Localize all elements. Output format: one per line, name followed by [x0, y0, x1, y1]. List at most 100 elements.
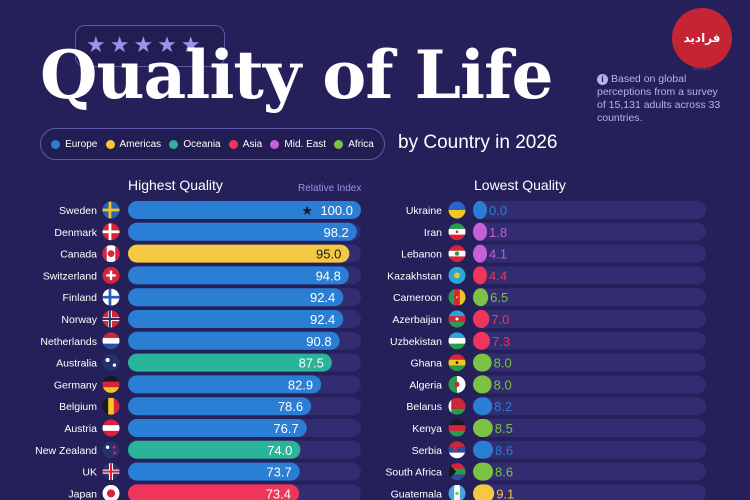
bar-sweden	[128, 201, 361, 219]
country-label-denmark: Denmark	[54, 227, 97, 239]
flag-belgium	[102, 397, 120, 415]
bar-lebanon	[473, 244, 487, 263]
flag-belgium-stripe	[102, 397, 109, 415]
bar-belarus	[473, 397, 493, 416]
value-label-austria: 76.7	[273, 421, 298, 436]
flag-sweden	[102, 201, 120, 219]
flag-new-zealand-emblem	[112, 445, 116, 449]
flag-south-africa	[448, 463, 466, 481]
bar-denmark	[128, 222, 357, 241]
bar-track	[473, 331, 706, 350]
rating-stars-bubble: ★★★★★	[75, 25, 225, 67]
legend-label: Asia	[242, 138, 263, 150]
flag-belgium-stripe	[113, 397, 120, 415]
flag-uzbekistan	[448, 332, 466, 350]
flag-serbia	[448, 441, 466, 459]
bar-iran	[473, 222, 487, 241]
bar-track	[473, 288, 706, 307]
value-label-south-africa: 8.6	[495, 465, 513, 480]
flag-uk	[102, 463, 120, 481]
flag-ghana	[448, 354, 466, 372]
flag-australia-bg	[102, 354, 120, 372]
flag-algeria-stripe	[448, 375, 458, 393]
legend-dot-americas	[105, 139, 115, 149]
country-label-belarus: Belarus	[406, 401, 442, 413]
country-label-cameroon: Cameroon	[393, 292, 442, 304]
bar-serbia	[473, 440, 494, 459]
flag-kenya-emblem	[453, 424, 461, 432]
flag-canada-band	[115, 245, 120, 263]
flag-ukraine	[448, 201, 466, 219]
bar-uzbekistan	[473, 331, 491, 350]
flag-kazakhstan-emblem	[454, 272, 460, 279]
value-label-algeria: 8.0	[494, 377, 512, 392]
flag-uk-band	[109, 463, 113, 481]
flag-cameroon	[448, 288, 466, 306]
bar-norway	[128, 310, 344, 328]
bar-kenya	[473, 419, 493, 437]
value-label-australia: 87.5	[299, 356, 324, 371]
flag-uzbekistan-stripe	[448, 343, 466, 350]
value-label-kenya: 8.5	[495, 421, 513, 436]
flag-south-africa-stripe	[448, 463, 466, 470]
country-label-germany: Germany	[54, 379, 98, 391]
legend-dot-oceania	[169, 139, 179, 149]
flag-ghana-emblem	[455, 361, 459, 364]
flag-switzerland	[102, 266, 120, 284]
country-label-canada: Canada	[60, 249, 97, 261]
flag-canada-band	[102, 245, 107, 263]
lowest-quality-title: Lowest Quality	[474, 177, 566, 193]
country-label-austria: Austria	[64, 423, 97, 435]
country-label-ghana: Ghana	[410, 358, 442, 370]
flag-denmark	[102, 223, 120, 241]
country-label-kazakhstan: Kazakhstan	[387, 270, 442, 282]
bar-australia	[128, 353, 332, 372]
value-label-kazakhstan: 4.4	[489, 268, 507, 283]
publisher-logo-text: فرادید	[683, 31, 721, 45]
flag-germany-stripe	[102, 375, 120, 383]
value-label-denmark: 98.2	[323, 225, 348, 240]
value-label-iran: 1.8	[489, 225, 507, 240]
bar-track	[473, 222, 706, 241]
flag-norway-band	[102, 317, 120, 321]
bar-germany	[128, 375, 322, 394]
legend-dot-africa	[334, 139, 344, 149]
bar-finland	[128, 288, 344, 307]
legend-item-oceania: Oceania	[169, 138, 221, 150]
value-label-lebanon: 4.1	[489, 247, 507, 262]
value-label-germany: 82.9	[288, 377, 313, 392]
flag-iran	[448, 223, 466, 241]
flag-cameroon-emblem	[455, 296, 459, 299]
value-label-norway: 92.4	[310, 312, 335, 327]
legend-item-asia: Asia	[228, 138, 263, 150]
bar-track	[473, 440, 706, 459]
country-label-finland: Finland	[63, 292, 98, 304]
country-label-kenya: Kenya	[412, 423, 442, 435]
country-label-norway: Norway	[61, 314, 97, 326]
bar-track	[473, 397, 706, 416]
flag-belarus-stripe	[448, 408, 466, 415]
flag-azerbaijan-stripe	[448, 310, 466, 317]
value-label-ghana: 8.0	[494, 356, 512, 371]
value-label-ukraine: 0.0	[489, 203, 507, 218]
flag-canada	[102, 245, 120, 263]
country-label-switzerland: Switzerland	[43, 270, 97, 282]
bar-azerbaijan	[473, 310, 490, 328]
flag-azerbaijan-stripe	[448, 321, 466, 328]
bar-track	[473, 375, 706, 394]
flag-ghana-stripe	[448, 365, 466, 372]
flag-finland-band	[108, 288, 112, 306]
country-label-belgium: Belgium	[59, 401, 97, 413]
bar-track	[473, 419, 706, 437]
bar-track	[473, 484, 706, 500]
country-label-south-africa: South Africa	[385, 467, 442, 479]
flag-serbia-stripe	[448, 446, 466, 454]
page-title: Quality of Life	[40, 36, 553, 114]
legend-label: Oceania	[183, 138, 221, 150]
flag-azerbaijan-emblem	[455, 317, 459, 321]
bar-canada	[128, 244, 350, 263]
bar-switzerland	[128, 266, 349, 285]
legend-dot-mid-east	[270, 139, 280, 149]
flag-south-africa-stripe	[448, 474, 466, 481]
